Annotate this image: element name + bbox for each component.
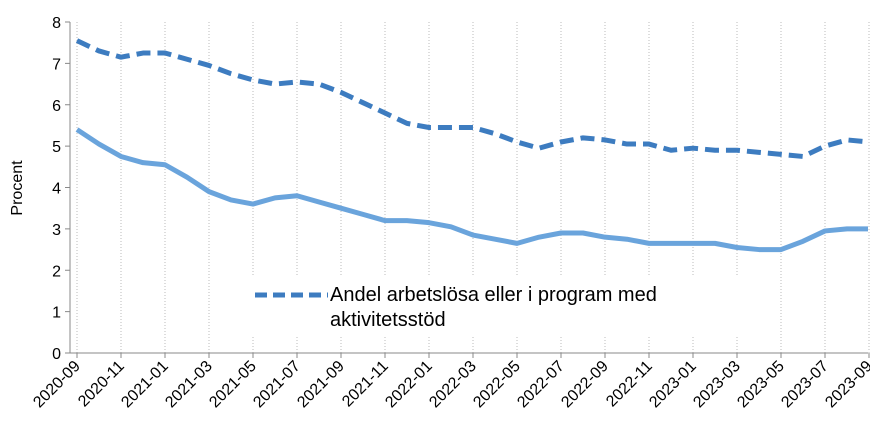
y-tick-label: 0	[52, 346, 61, 363]
y-tick-label: 7	[52, 56, 61, 73]
y-tick-label: 2	[52, 263, 61, 280]
y-tick-label: 5	[52, 139, 61, 156]
x-tick-label: 2021-01	[118, 358, 172, 412]
x-tick-label: 2021-07	[250, 358, 304, 412]
x-tick-label: 2020-11	[75, 358, 128, 411]
x-tick-label: 2021-05	[206, 358, 260, 412]
x-tick-label: 2022-01	[382, 358, 436, 412]
x-tick-label: 2022-11	[603, 358, 656, 411]
y-tick-label: 4	[52, 181, 61, 198]
x-tick-label: 2022-09	[558, 358, 612, 412]
x-tick-label: 2023-01	[646, 358, 700, 412]
x-tick-label: 2023-09	[822, 358, 870, 412]
legend-box	[245, 275, 765, 337]
y-tick-label: 6	[52, 98, 61, 115]
y-tick-label: 8	[52, 15, 61, 32]
y-axis-label: Procent	[9, 160, 26, 216]
x-tick-label: 2023-03	[690, 358, 744, 412]
x-tick-label: 2022-05	[470, 358, 524, 412]
y-tick-label: 3	[52, 222, 61, 239]
y-tick-label: 1	[52, 305, 61, 322]
x-tick-label: 2021-03	[162, 358, 216, 412]
x-tick-label: 2021-09	[294, 358, 348, 412]
x-tick-label: 2020-09	[30, 358, 84, 412]
series-line	[75, 127, 868, 253]
x-tick-label: 2023-07	[778, 358, 832, 412]
x-tick-label: 2023-05	[734, 358, 788, 412]
x-tick-label: 2022-07	[514, 358, 568, 412]
legend-label: Andel arbetslösa eller i program med akt…	[330, 284, 657, 331]
series-line	[75, 38, 868, 159]
x-tick-label: 2022-03	[426, 358, 480, 412]
x-tick-label: 2021-11	[339, 358, 392, 411]
